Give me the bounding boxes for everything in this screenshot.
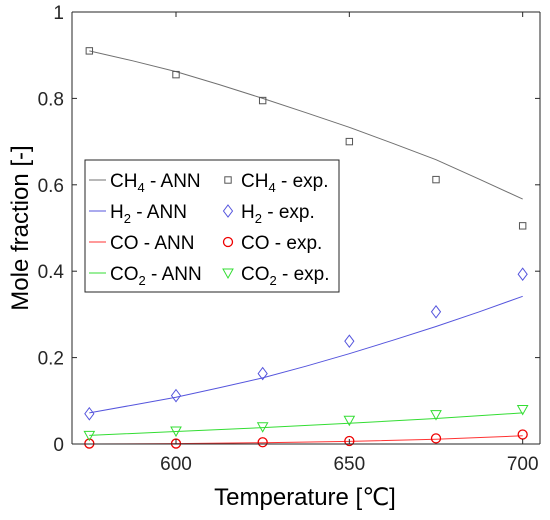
data-point-co-exp-5	[517, 429, 528, 440]
legend-label-h2-exp: H2 - exp.	[241, 202, 315, 226]
x-tick-label-0: 600	[160, 454, 192, 475]
legend-label-h2-ann: H2 - ANN	[110, 202, 187, 226]
data-point-ch4-exp-2	[258, 96, 267, 105]
data-point-h2-exp-1	[170, 388, 182, 403]
legend: CH4 - ANN H2 - ANN CO - ANN CO2 - ANN CH4 - …	[84, 159, 340, 293]
data-point-ch4-exp-4	[432, 175, 440, 184]
data-point-ch4-exp-5	[518, 222, 527, 230]
data-point-co-exp-4	[430, 433, 442, 444]
legend-swatch-ch4-exp	[224, 176, 232, 184]
data-point-co2-exp-1	[170, 426, 182, 438]
y-tick-label-4: 0.8	[38, 89, 64, 110]
legend-swatch-co-exp	[222, 236, 234, 248]
data-point-h2-exp-3	[344, 334, 355, 349]
legend-swatch-co2-exp	[222, 268, 234, 280]
legend-swatch-h2-exp	[222, 204, 234, 218]
data-point-co2-exp-5	[516, 404, 529, 416]
axes-layer: 600 650 700 0 0.2 0.4 0.6 0.8 1	[38, 3, 541, 475]
data-point-h2-exp-2	[257, 366, 268, 381]
legend-label-co2-exp: CO2 - exp.	[241, 264, 330, 288]
legend-box	[84, 159, 340, 293]
y-tick-label-1: 0.2	[38, 349, 64, 370]
y-tick-label-5: 1	[53, 3, 64, 24]
data-point-h2-exp-0	[84, 406, 95, 421]
data-point-ch4-exp-0	[85, 47, 94, 55]
data-point-co2-exp-2	[256, 422, 269, 433]
data-point-ch4-exp-1	[172, 70, 180, 79]
y-tick-label-0: 0	[53, 435, 64, 456]
data-point-co2-exp-3	[343, 415, 356, 427]
series-line-ch4-ann	[89, 50, 523, 200]
legend-label-ch4-ann: CH4 - ANN	[110, 171, 201, 195]
data-point-h2-exp-5	[517, 267, 528, 282]
y-tick-label-3: 0.6	[38, 176, 64, 197]
data-point-co-exp-2	[257, 437, 268, 448]
x-axis-title: Temperature [℃]	[214, 484, 396, 511]
x-tick-label-2: 700	[507, 454, 539, 475]
data-point-co2-exp-0	[83, 430, 96, 442]
data-point-co2-exp-4	[430, 410, 442, 421]
series-line-h2-ann	[89, 295, 523, 414]
legend-label-co-exp: CO - exp.	[241, 233, 322, 254]
series-line-co2-ann	[89, 412, 523, 436]
legend-label-ch4-exp: CH4 - exp.	[241, 171, 329, 195]
y-axis-title: Mole fraction [-]	[7, 145, 34, 310]
data-point-co-exp-3	[344, 435, 355, 447]
legend-label-co-ann: CO - ANN	[110, 233, 194, 254]
data-point-h2-exp-4	[430, 304, 442, 319]
y-tick-label-2: 0.4	[38, 262, 65, 283]
x-tick-label-1: 650	[333, 454, 365, 475]
data-point-ch4-exp-3	[345, 137, 354, 146]
legend-label-co2-ann: CO2 - ANN	[110, 264, 202, 288]
data-layer	[83, 47, 529, 449]
